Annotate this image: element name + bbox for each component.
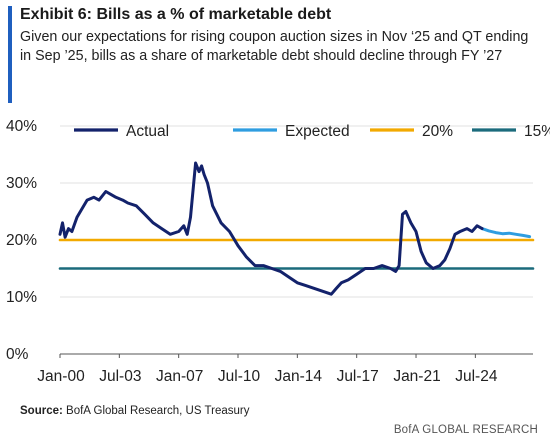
x-tick-label: Jan-07: [156, 368, 203, 385]
legend-label: Expected: [285, 123, 350, 140]
x-tick-label: Jan-14: [275, 368, 323, 385]
x-tick-label: Jan-00: [37, 368, 85, 385]
x-tick-label: Jul-03: [99, 368, 141, 385]
x-tick-label: Jul-24: [455, 368, 498, 385]
chart-subtitle: Given our expectations for rising coupon…: [20, 29, 529, 64]
source-note: Source: BofA Global Research, US Treasur…: [20, 405, 249, 417]
title-accent-bar: [8, 6, 12, 103]
series-line-expected: [480, 227, 532, 239]
gridlines: [59, 125, 533, 358]
legend-label: 15%: [524, 123, 550, 140]
legend-label: 20%: [422, 123, 453, 140]
chart-title: Exhibit 6: Bills as a % of marketable de…: [20, 6, 332, 23]
y-tick-labels: 0% 10% 20% 30% 40%: [6, 118, 37, 363]
line-chart: 0%10%20%30%40% Jan-00 Jul-03 Jan-07 Jul-10 J…: [6, 118, 550, 385]
y-tick-label: 30%: [6, 175, 37, 192]
y-tick-label: 0%: [6, 346, 29, 363]
y-tick-label: 20%: [6, 232, 37, 249]
legend-label: Actual: [126, 123, 169, 140]
x-tick-label: Jul-17: [337, 368, 379, 385]
y-tick-label: 40%: [6, 118, 37, 135]
series-lines: [58, 161, 535, 296]
x-tick-label: Jan-21: [393, 368, 440, 385]
x-tick-labels: Jan-00 Jul-03 Jan-07 Jul-10 Jan-14 Jul-17 Jan-…: [37, 368, 498, 385]
source-text: BofA Global Research, US Treasury: [62, 405, 250, 417]
x-tick-label: Jul-10: [218, 368, 261, 385]
source-label: Source:: [20, 405, 63, 417]
series-line-actual: [58, 161, 484, 296]
y-tick-label: 10%: [6, 289, 37, 306]
legend: Actual Expected 20% 15%: [74, 123, 550, 140]
brand-label: BofA GLOBAL RESEARCH: [393, 424, 538, 436]
